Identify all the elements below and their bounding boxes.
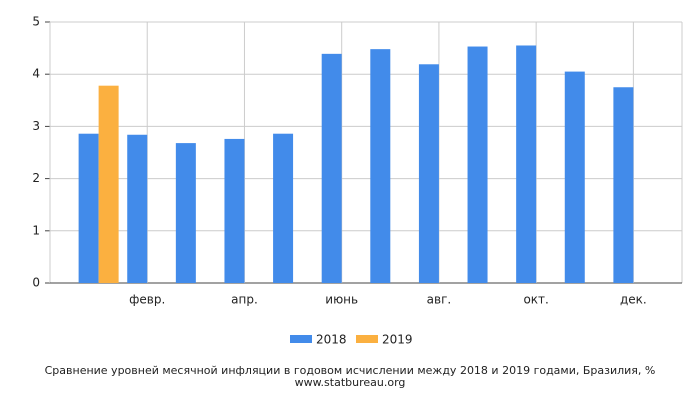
y-tick-label: 0	[32, 276, 40, 290]
bar	[321, 53, 342, 284]
bar	[516, 45, 537, 283]
legend-label: 2019	[382, 333, 413, 347]
bar	[467, 46, 488, 284]
bar	[370, 49, 391, 284]
bar	[127, 134, 148, 283]
y-tick-label: 2	[32, 171, 40, 185]
chart-title: Сравнение уровней месячной инфляции в го…	[45, 364, 656, 377]
bar	[224, 138, 245, 283]
x-tick-label: июнь	[325, 293, 358, 307]
bar	[175, 143, 196, 283]
bar	[78, 133, 99, 283]
x-tick-label: дек.	[620, 293, 647, 307]
bar	[564, 71, 585, 283]
chart-source: www.statbureau.org	[295, 376, 406, 389]
x-tick-label: февр.	[129, 293, 165, 307]
legend-swatch	[290, 335, 312, 343]
x-tick-label: авг.	[427, 293, 452, 307]
x-tick-label: окт.	[523, 293, 548, 307]
bar	[273, 133, 294, 283]
bar	[98, 85, 119, 284]
bar	[418, 64, 439, 283]
legend-swatch	[356, 335, 378, 343]
y-tick-label: 1	[32, 223, 40, 237]
y-tick-label: 5	[32, 15, 40, 29]
legend-label: 2018	[316, 333, 347, 347]
x-tick-label: апр.	[231, 293, 258, 307]
y-tick-label: 3	[32, 119, 40, 133]
bar	[613, 87, 634, 283]
y-tick-label: 4	[32, 67, 40, 81]
